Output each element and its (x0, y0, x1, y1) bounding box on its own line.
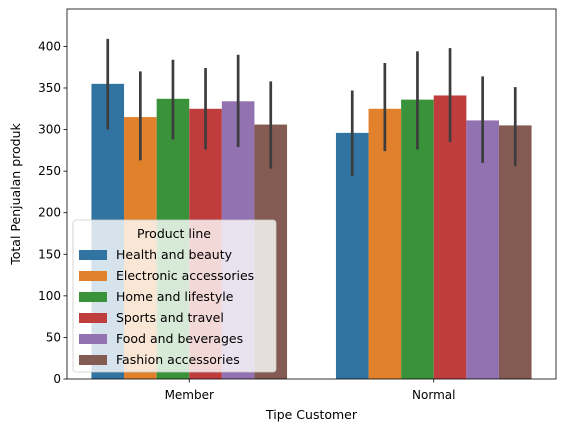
x-tick-label: Normal (412, 388, 455, 402)
y-tick-label: 400 (38, 39, 61, 53)
y-tick-label: 150 (38, 247, 61, 261)
legend-swatch (79, 250, 107, 260)
y-tick-label: 50 (46, 330, 61, 344)
y-axis: 0 50 100 150 200 250 300 350 400 (38, 39, 67, 386)
legend-swatch (79, 292, 107, 302)
legend-title: Product line (137, 226, 211, 241)
legend-label: Home and lifestyle (116, 289, 234, 304)
legend-box (72, 219, 277, 373)
bar (498, 125, 532, 379)
y-axis-label: Total Penjualan produk (8, 122, 23, 265)
x-axis-label: Tipe Customer (265, 407, 358, 422)
legend-swatch (79, 271, 107, 281)
legend-label: Sports and travel (116, 310, 224, 325)
x-axis: Member Normal (165, 379, 455, 402)
y-tick-label: 200 (38, 206, 61, 220)
legend-swatch (79, 355, 107, 365)
y-tick-label: 250 (38, 164, 61, 178)
legend-items: Health and beauty Electronic accessories H… (79, 247, 254, 367)
legend-swatch (79, 334, 107, 344)
y-tick-label: 0 (53, 372, 61, 386)
legend-label: Food and beverages (116, 331, 243, 346)
legend: Product line Health and beauty Electronic… (72, 219, 277, 373)
error-bars-layer (106, 38, 517, 177)
legend-label: Fashion accessories (116, 352, 240, 367)
x-tick-label: Member (165, 388, 214, 402)
y-tick-label: 300 (38, 123, 61, 137)
bar (433, 95, 467, 379)
legend-label: Electronic accessories (116, 268, 254, 283)
y-tick-label: 350 (38, 81, 61, 95)
bar (368, 108, 402, 380)
y-tick-label: 100 (38, 289, 61, 303)
plot-frame (66, 8, 557, 380)
legend-label: Health and beauty (116, 247, 233, 262)
legend-swatch (79, 313, 107, 323)
bar (466, 120, 499, 379)
